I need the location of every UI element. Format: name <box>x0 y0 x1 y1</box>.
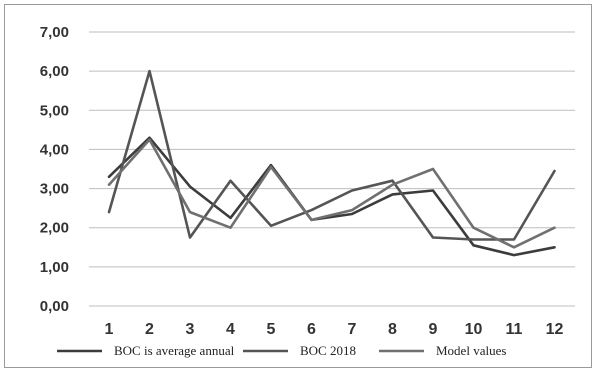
series-lines <box>107 69 556 257</box>
y-tick-label: 3,00 <box>40 181 69 198</box>
legend-label-3: Model values <box>436 343 506 358</box>
y-tick-label: 1,00 <box>40 259 69 276</box>
x-tick-label: 9 <box>429 321 438 338</box>
x-tick-label: 7 <box>348 321 357 338</box>
x-tick-label: 3 <box>186 321 195 338</box>
x-tick-label: 5 <box>267 321 276 338</box>
x-tick-label: 10 <box>465 321 483 338</box>
y-axis-ticks: 0,00 1,00 2,00 3,00 4,00 5,00 6,00 7,00 <box>40 24 69 315</box>
y-tick-label: 7,00 <box>40 24 69 41</box>
x-tick-label: 2 <box>145 321 154 338</box>
series-line-2 <box>107 69 556 241</box>
y-tick-label: 6,00 <box>40 63 69 80</box>
y-tick-label: 0,00 <box>40 298 69 315</box>
legend: BOC is average annual BOC 2018 Model value… <box>57 343 506 358</box>
x-axis-ticks: 1 2 3 4 5 6 7 8 9 10 11 12 <box>105 321 564 338</box>
x-tick-label: 1 <box>105 321 114 338</box>
x-tick-label: 6 <box>307 321 316 338</box>
x-tick-label: 11 <box>506 321 523 338</box>
grid-lines <box>89 31 575 307</box>
x-tick-label: 8 <box>388 321 397 338</box>
series-line-1 <box>107 136 556 257</box>
legend-label-2: BOC 2018 <box>300 343 356 358</box>
y-tick-label: 4,00 <box>40 141 69 158</box>
y-tick-label: 2,00 <box>40 220 69 237</box>
x-tick-label: 12 <box>546 321 564 338</box>
y-tick-label: 5,00 <box>40 102 69 119</box>
series-line-3 <box>107 138 556 249</box>
x-tick-label: 4 <box>226 321 235 338</box>
legend-label-1: BOC is average annual <box>114 343 235 358</box>
